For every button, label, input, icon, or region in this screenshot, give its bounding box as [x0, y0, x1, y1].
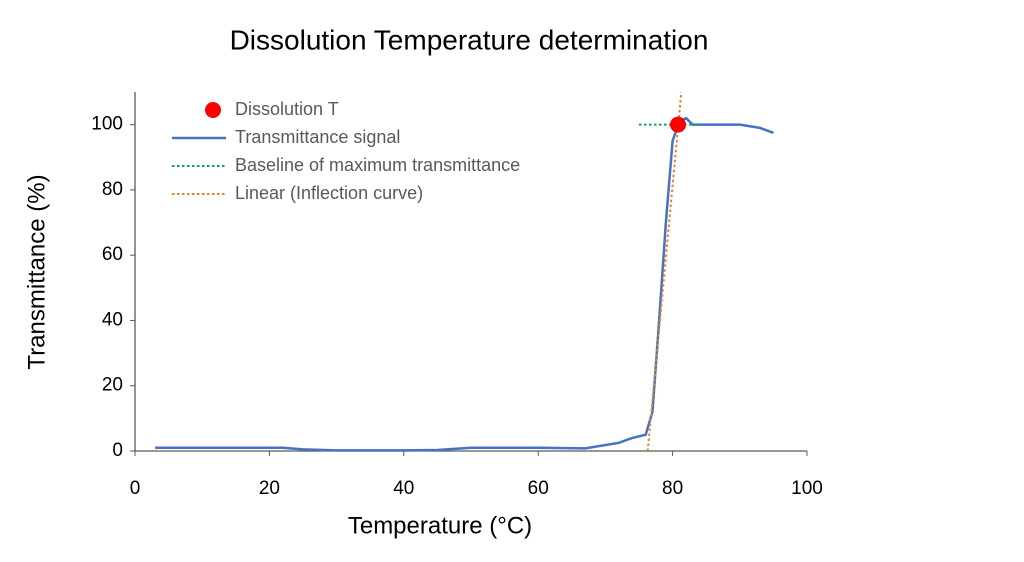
y-axis-label: Transmittance (%): [23, 174, 50, 369]
y-tick-label: 60: [102, 244, 123, 265]
y-tick-label: 40: [102, 309, 123, 330]
legend-marker: [205, 102, 221, 118]
x-axis-label: Temperature (°C): [348, 512, 532, 539]
x-tick-label: 20: [259, 478, 280, 499]
y-tick-label: 100: [91, 114, 123, 135]
legend-label: Baseline of maximum transmittance: [235, 155, 520, 175]
y-tick-label: 0: [112, 440, 123, 461]
y-tick-label: 80: [102, 179, 123, 200]
x-tick-label: 40: [393, 478, 414, 499]
y-tick-label: 20: [102, 375, 123, 396]
x-tick-label: 100: [791, 478, 823, 499]
legend-label: Dissolution T: [235, 99, 339, 119]
legend-label: Transmittance signal: [235, 127, 400, 147]
x-tick-label: 80: [662, 478, 683, 499]
data-point: [669, 116, 686, 133]
x-tick-label: 0: [130, 478, 141, 499]
trend-line: [646, 91, 683, 452]
legend-label: Linear (Inflection curve): [235, 183, 423, 203]
data-line: [155, 116, 774, 452]
chart-title: Dissolution Temperature determination: [230, 24, 709, 55]
x-tick-label: 60: [528, 478, 549, 499]
